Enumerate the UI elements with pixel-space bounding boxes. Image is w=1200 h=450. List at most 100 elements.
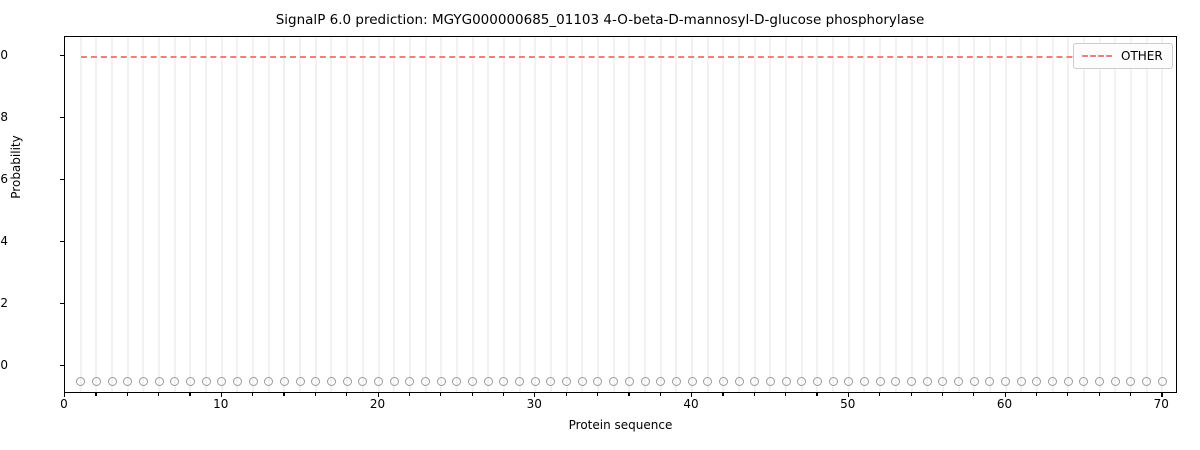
gridline: [957, 37, 960, 392]
residue-marker: [1110, 377, 1120, 387]
residue-marker: [326, 377, 336, 387]
gridline: [95, 37, 98, 392]
x-tick-label: 0: [60, 397, 68, 411]
gridline: [252, 37, 255, 392]
x-tick-mark-minor: [1035, 393, 1038, 396]
residue-label: E: [202, 392, 209, 393]
residue-marker: [938, 377, 948, 387]
x-tick-mark-minor: [158, 393, 160, 396]
gridline: [1020, 37, 1023, 392]
x-tick-mark: [691, 393, 693, 397]
y-tick-mark: [60, 240, 64, 243]
x-tick-label: 40: [683, 397, 699, 411]
residue-label: A: [1127, 392, 1135, 393]
x-tick-mark-minor: [941, 393, 944, 396]
x-tick-mark-minor: [440, 393, 442, 396]
x-tick-mark-minor: [126, 393, 128, 396]
x-tick-label: 30: [526, 397, 542, 411]
residue-marker: [138, 377, 148, 387]
gridline: [424, 37, 427, 392]
residue-marker: [232, 377, 242, 387]
residue-label: D: [860, 392, 869, 393]
gridline: [706, 37, 709, 392]
residue-label: W: [812, 392, 823, 393]
gridline: [1051, 37, 1054, 392]
residue-marker: [969, 377, 979, 387]
x-tick-mark: [1161, 393, 1163, 397]
residue-marker: [671, 377, 681, 387]
residue-label: E: [924, 392, 931, 393]
gridline: [785, 37, 788, 392]
residue-label: Y: [547, 392, 554, 393]
residue-marker: [875, 377, 885, 387]
residue-marker: [170, 377, 180, 387]
residue-marker: [1126, 377, 1136, 387]
residue-marker: [624, 377, 634, 387]
residue-label: S: [406, 392, 413, 393]
legend-label-other: OTHER: [1121, 49, 1163, 63]
gridline: [675, 37, 678, 392]
residue-label: F: [1002, 392, 1009, 393]
gridline: [440, 37, 443, 392]
residue-label: V: [657, 392, 665, 393]
residue-label: Y: [485, 392, 492, 393]
residue-marker: [452, 377, 462, 387]
gridline: [455, 37, 458, 392]
residue-marker: [687, 377, 697, 387]
gridline: [847, 37, 850, 392]
y-tick-label: 0.0: [0, 358, 8, 373]
residue-marker: [797, 377, 807, 387]
gridline: [832, 37, 835, 392]
gridline: [267, 37, 270, 392]
x-tick-mark-minor: [659, 393, 661, 396]
page-title: SignalP 6.0 prediction: MGYG000000685_01…: [275, 12, 925, 28]
residue-marker: [421, 377, 431, 387]
residue-label: R: [1049, 392, 1057, 393]
residue-marker: [342, 377, 352, 387]
residue-label: V: [186, 392, 194, 393]
residue-marker: [154, 377, 164, 387]
residue-label: M: [1016, 392, 1026, 393]
x-tick-mark-minor: [785, 393, 787, 396]
gridline: [471, 37, 474, 392]
residue-marker: [922, 377, 932, 387]
residue-label: P: [908, 392, 915, 393]
x-tick-mark-minor: [314, 393, 316, 396]
gridline: [941, 37, 944, 392]
gridline: [79, 37, 82, 392]
gridline: [1129, 37, 1132, 392]
residue-label: Y: [156, 392, 163, 393]
residue-label: A: [343, 392, 351, 393]
gridline: [534, 37, 537, 392]
gridline: [722, 37, 725, 392]
gridline: [1082, 37, 1085, 392]
gridline: [408, 37, 411, 392]
y-tick-label: 0.2: [0, 295, 8, 310]
gridline: [973, 37, 976, 392]
residue-label: I: [534, 392, 537, 393]
residue-label: E: [610, 392, 617, 393]
residue-marker: [405, 377, 415, 387]
residue-marker: [593, 377, 603, 387]
residue-marker: [781, 377, 791, 387]
residue-label: T: [438, 392, 445, 393]
residue-label: G: [1079, 392, 1088, 393]
residue-label: K: [375, 392, 383, 393]
legend-swatch-other: [1082, 55, 1112, 57]
residue-marker: [1032, 377, 1042, 387]
y-axis-label: Probability: [9, 135, 23, 199]
residue-label: K: [296, 392, 304, 393]
residue-marker: [264, 377, 274, 387]
residue-marker: [1048, 377, 1058, 387]
gridline: [816, 37, 819, 392]
residue-marker: [374, 377, 384, 387]
residue-label: A: [233, 392, 241, 393]
gridline: [1004, 37, 1007, 392]
residue-label: E: [1033, 392, 1040, 393]
x-tick-label: 60: [996, 397, 1013, 411]
x-tick-mark: [534, 393, 536, 397]
residue-label: K: [422, 392, 430, 393]
gridline: [596, 37, 599, 392]
residue-marker: [1079, 377, 1089, 387]
residue-marker: [217, 377, 227, 387]
